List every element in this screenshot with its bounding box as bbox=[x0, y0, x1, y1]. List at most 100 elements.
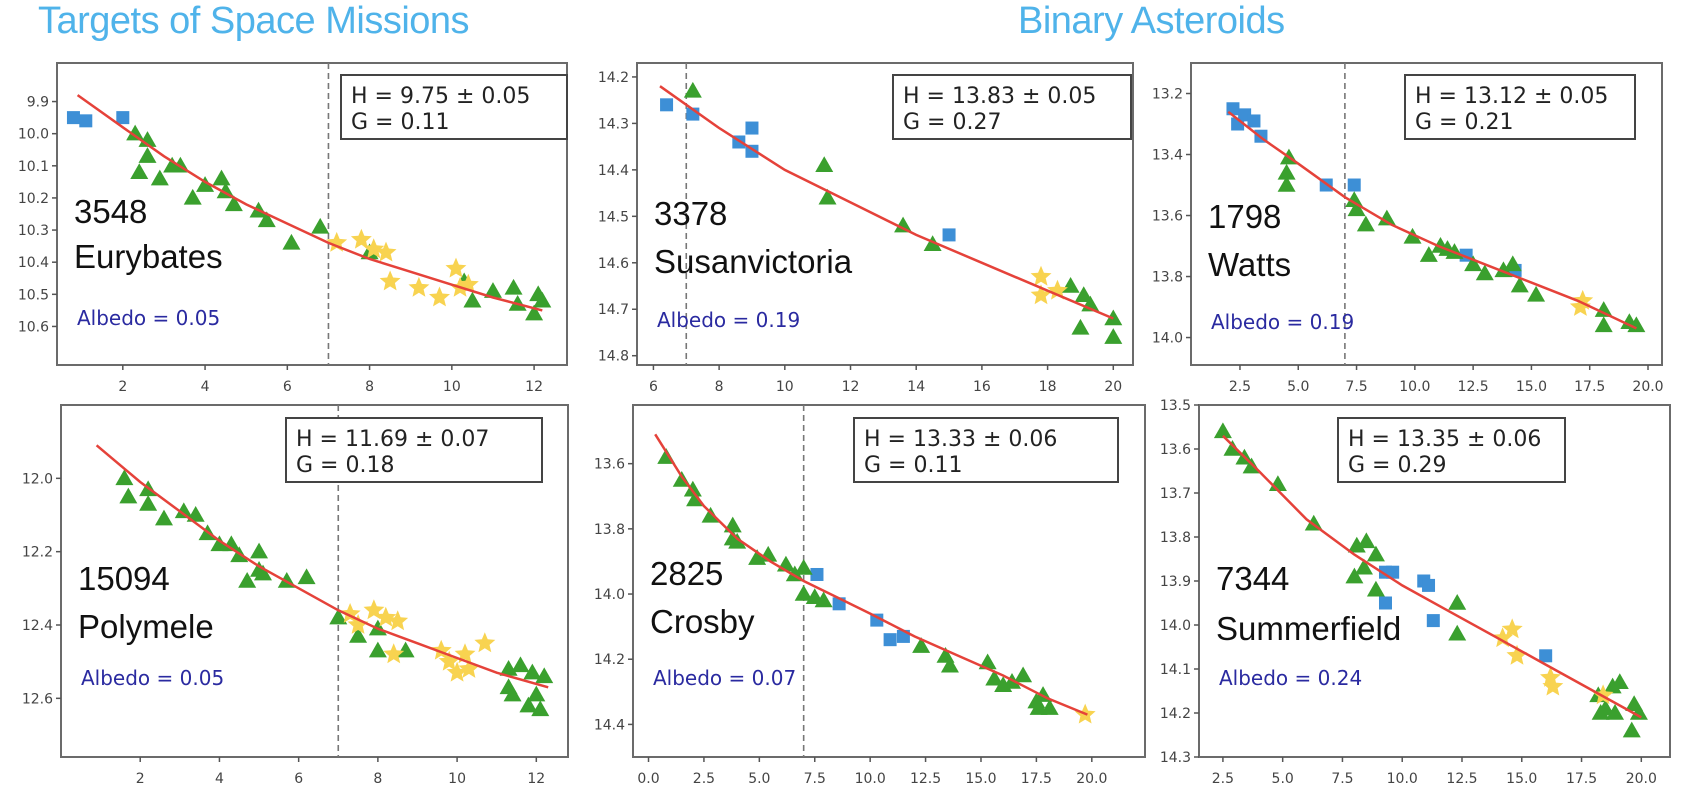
triangle-marker bbox=[1594, 301, 1613, 317]
star-marker bbox=[1030, 284, 1052, 305]
triangle-marker bbox=[183, 188, 202, 205]
y-tick-label: 10.0 bbox=[18, 127, 49, 143]
x-tick-label: 6 bbox=[294, 771, 303, 787]
x-tick-label: 17.5 bbox=[1021, 771, 1052, 787]
g-value-label: G = 0.21 bbox=[1415, 110, 1513, 135]
x-tick-label: 10 bbox=[448, 771, 466, 787]
h-value-label: H = 9.75 ± 0.05 bbox=[351, 84, 530, 109]
square-marker bbox=[660, 98, 674, 112]
y-tick-label: 10.6 bbox=[18, 319, 49, 335]
g-value-label: G = 0.11 bbox=[351, 110, 449, 135]
y-tick-label: 10.5 bbox=[18, 287, 49, 303]
x-tick-label: 20.0 bbox=[1632, 379, 1663, 395]
x-tick-label: 15.0 bbox=[1506, 771, 1537, 787]
square-marker bbox=[66, 111, 80, 125]
x-tick-label: 17.5 bbox=[1574, 379, 1605, 395]
x-tick-label: 10.0 bbox=[1399, 379, 1430, 395]
triangle-marker bbox=[1014, 666, 1033, 683]
y-tick-label: 9.9 bbox=[27, 95, 49, 111]
triangle-marker bbox=[282, 233, 301, 250]
y-tick-label: 14.2 bbox=[598, 70, 629, 86]
triangle-marker bbox=[238, 572, 257, 588]
x-tick-label: 12 bbox=[525, 379, 543, 395]
hg-fit-curve bbox=[1227, 110, 1637, 330]
star-marker bbox=[1047, 279, 1068, 300]
triangle-marker bbox=[985, 669, 1004, 686]
triangle-marker bbox=[483, 282, 502, 298]
y-tick-label: 13.6 bbox=[1152, 209, 1183, 225]
y-tick-label: 13.8 bbox=[594, 522, 625, 538]
triangle-marker bbox=[814, 591, 833, 608]
triangle-marker bbox=[1627, 316, 1646, 333]
chart-panel-susanvictoria: 14.2 14.3 14.4 14.5 14.6 14.7 14.8 6 8 10 12 14 16 18… bbox=[598, 62, 1134, 395]
y-tick-label: 13.6 bbox=[594, 457, 625, 473]
g-value-label: G = 0.18 bbox=[296, 453, 394, 478]
star-marker bbox=[1492, 627, 1514, 648]
triangle-marker bbox=[186, 506, 205, 522]
x-tick-label: 12 bbox=[842, 379, 860, 395]
triangle-marker bbox=[794, 558, 813, 575]
triangle-marker bbox=[1629, 704, 1648, 720]
x-tick-label: 12.5 bbox=[910, 771, 941, 787]
x-tick-label: 2.5 bbox=[1229, 379, 1251, 395]
triangle-marker bbox=[978, 653, 997, 670]
star-marker bbox=[446, 661, 468, 682]
triangle-marker bbox=[686, 490, 705, 507]
triangle-marker bbox=[115, 469, 134, 486]
y-tick-label: 14.2 bbox=[594, 652, 625, 668]
triangle-marker bbox=[212, 169, 231, 186]
triangle-marker bbox=[311, 217, 330, 234]
triangle-marker bbox=[525, 304, 544, 321]
asteroid-name: Eurybates bbox=[74, 238, 223, 275]
triangle-marker bbox=[1347, 200, 1366, 217]
x-tick-label: 8 bbox=[365, 379, 374, 395]
triangle-marker bbox=[1347, 536, 1366, 553]
triangle-marker bbox=[174, 502, 193, 519]
x-tick-label: 20.0 bbox=[1076, 771, 1107, 787]
y-tick-label: 12.4 bbox=[22, 618, 53, 634]
triangle-marker bbox=[222, 535, 241, 552]
star-marker bbox=[458, 658, 480, 678]
x-tick-label: 5.0 bbox=[1272, 771, 1294, 787]
triangle-marker bbox=[349, 627, 368, 643]
star-marker bbox=[1501, 618, 1523, 639]
asteroid-name: Polymele bbox=[78, 608, 214, 645]
star-marker bbox=[1542, 675, 1564, 696]
star-marker bbox=[350, 228, 372, 249]
asteroid-number: 3378 bbox=[654, 195, 727, 232]
x-tick-label: 4 bbox=[215, 771, 224, 787]
star-marker bbox=[379, 270, 401, 291]
triangle-marker bbox=[523, 663, 542, 680]
triangle-marker bbox=[154, 509, 173, 526]
triangle-marker bbox=[1354, 558, 1373, 575]
square-marker bbox=[1247, 114, 1261, 128]
star-marker bbox=[474, 632, 496, 653]
x-tick-label: 10 bbox=[776, 379, 794, 395]
triangle-marker bbox=[1277, 163, 1296, 180]
x-tick-label: 15.0 bbox=[1516, 379, 1547, 395]
x-tick-label: 10.0 bbox=[855, 771, 886, 787]
x-tick-label: 10.0 bbox=[1387, 771, 1418, 787]
triangle-marker bbox=[329, 608, 348, 625]
asteroid-number: 2825 bbox=[650, 555, 723, 592]
albedo-label: Albedo = 0.19 bbox=[657, 308, 800, 332]
triangle-marker bbox=[224, 195, 243, 212]
y-tick-label: 13.8 bbox=[1152, 270, 1183, 286]
asteroid-number: 7344 bbox=[1216, 560, 1289, 597]
triangle-marker bbox=[531, 700, 550, 717]
hg-parameters-box bbox=[1404, 74, 1636, 140]
triangle-marker bbox=[1475, 264, 1494, 281]
triangle-marker bbox=[1356, 215, 1375, 232]
triangle-marker bbox=[210, 535, 229, 552]
triangle-marker bbox=[463, 291, 482, 308]
star-marker bbox=[1506, 644, 1528, 665]
chart-panel-eurybates: 9.9 10.0 10.1 10.2 10.3 10.4 10.5 10.6 2 4 6 8 10 12 H… bbox=[18, 62, 568, 395]
triangle-marker bbox=[519, 696, 538, 713]
star-marker bbox=[347, 614, 369, 634]
square-marker bbox=[1386, 565, 1400, 579]
triangle-marker bbox=[1603, 677, 1622, 694]
triangle-marker bbox=[527, 685, 546, 702]
triangle-marker bbox=[1403, 227, 1422, 244]
square-marker bbox=[1347, 178, 1361, 192]
triangle-marker bbox=[1606, 704, 1625, 720]
